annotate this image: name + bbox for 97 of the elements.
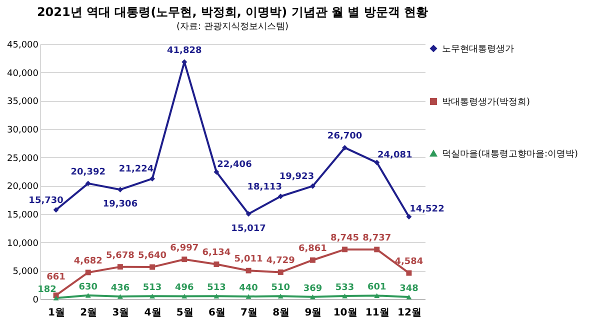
point: [310, 183, 316, 189]
data-label: 19,923: [279, 172, 314, 182]
legend-label: 덕실마을(대통령고향마을:이명박): [442, 150, 578, 160]
legend-label: 노무현대통령생가: [442, 44, 514, 54]
x-tick-label: 7월: [240, 308, 258, 318]
x-tick-label: 9월: [304, 308, 322, 318]
data-label: 8,745: [330, 233, 360, 244]
point: [342, 246, 348, 252]
point: [53, 207, 59, 213]
data-label: 661: [46, 272, 66, 282]
x-tick-label: 10월: [333, 308, 358, 318]
point: [117, 264, 123, 270]
x-tick-label: 4월: [144, 308, 162, 318]
data-label: 5,011: [234, 254, 263, 265]
point: [182, 294, 188, 299]
data-label: 510: [271, 283, 290, 294]
data-label: 21,224: [118, 164, 154, 175]
data-label: 533: [335, 282, 354, 293]
data-label: 496: [174, 283, 194, 294]
data-label: 6,861: [298, 244, 327, 254]
point: [278, 194, 284, 200]
point: [374, 160, 380, 166]
y-tick-label: 25,000: [7, 154, 39, 164]
data-label: 5,640: [138, 251, 167, 262]
data-label: 513: [142, 283, 162, 294]
point: [182, 256, 188, 262]
data-label: 440: [239, 284, 258, 294]
y-tick-label: 5,000: [12, 267, 39, 278]
y-tick-label: 45,000: [7, 40, 39, 50]
point: [117, 186, 123, 192]
data-label: 19,306: [102, 200, 138, 210]
point: [53, 296, 59, 300]
point: [150, 176, 156, 182]
data-label: 369: [303, 284, 322, 294]
x-tick-label: 5월: [176, 308, 194, 318]
x-tick-label: 11월: [365, 308, 390, 318]
data-label: 4,729: [266, 256, 295, 266]
data-label: 8,737: [362, 233, 392, 244]
y-tick-label: 15,000: [7, 210, 39, 220]
point: [150, 264, 156, 270]
x-tick-label: 8월: [272, 308, 290, 318]
chart-subtitle: (자료: 관광지식정보시스템): [176, 22, 288, 32]
data-label: 601: [367, 282, 386, 293]
y-tick-label: 20,000: [7, 182, 39, 192]
point: [278, 269, 284, 275]
y-tick-label: 35,000: [7, 97, 39, 108]
y-tick-label: 30,000: [7, 126, 39, 136]
point: [214, 262, 220, 267]
point: [214, 294, 220, 298]
x-tick-label: 3월: [112, 308, 130, 318]
point: [246, 294, 252, 299]
point: [246, 268, 252, 274]
point: [85, 293, 91, 298]
data-label: 22,406: [217, 160, 252, 170]
chart-title: 2021년 역대 대통령(노무현, 박정희, 이명박) 기념관 월 별 방문객 현황: [36, 5, 428, 19]
point: [406, 214, 412, 220]
point: [150, 294, 156, 298]
y-tick-label: 10,000: [7, 238, 39, 249]
data-label: 6,997: [170, 243, 199, 254]
data-label: 18,113: [247, 182, 282, 192]
data-label: 20,392: [70, 167, 106, 178]
data-label: 41,828: [167, 46, 202, 56]
point: [310, 257, 316, 263]
data-label: 513: [207, 283, 226, 294]
data-label: 6,134: [202, 248, 231, 258]
point: [310, 294, 316, 300]
point: [406, 294, 412, 300]
point: [342, 294, 348, 298]
data-label: 24,081: [378, 150, 412, 161]
data-label: 436: [110, 284, 130, 294]
point: [278, 294, 284, 298]
data-label: 14,522: [410, 204, 444, 215]
point: [374, 246, 380, 252]
data-label: 4,584: [394, 257, 424, 268]
point: [214, 169, 220, 175]
x-tick-label: 1월: [48, 308, 66, 318]
x-tick-label: 12월: [397, 308, 422, 318]
data-label: 5,678: [106, 250, 134, 261]
point: [246, 211, 252, 217]
x-tick-label: 2월: [80, 308, 98, 318]
legend-label: 박대통령생가(박정희): [442, 98, 530, 108]
y-tick-label: 40,000: [7, 68, 39, 79]
point: [406, 270, 412, 276]
point: [374, 293, 380, 298]
data-label: 348: [400, 284, 418, 294]
data-label: 182: [38, 284, 56, 295]
point: [117, 294, 123, 299]
point: [85, 270, 91, 276]
y-tick-label: 0: [32, 296, 39, 306]
x-tick-label: 6월: [208, 308, 226, 318]
point: [85, 180, 91, 186]
data-label: 4,682: [74, 256, 102, 266]
data-label: 630: [78, 282, 98, 292]
point: [342, 144, 348, 150]
data-label: 15,017: [231, 224, 266, 234]
data-label: 26,700: [327, 132, 362, 142]
data-label: 15,730: [28, 196, 64, 206]
